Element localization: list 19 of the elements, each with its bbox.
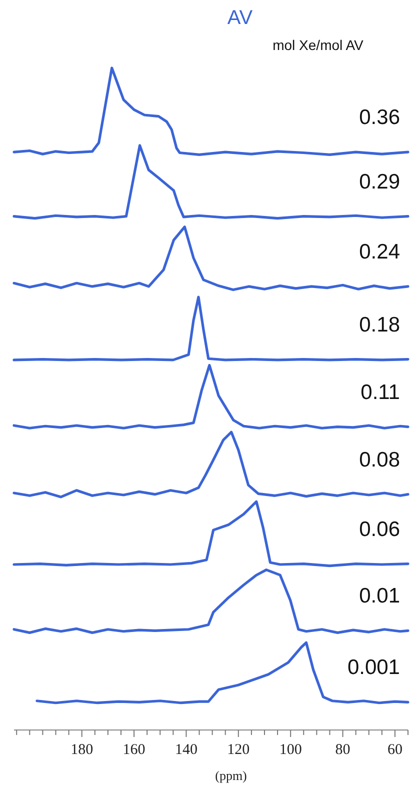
chart-title: AV (227, 7, 254, 29)
series-label: 0.001 (347, 656, 400, 680)
chart-subtitle: mol Xe/mol AV (272, 37, 364, 53)
series-label: 0.29 (359, 170, 400, 194)
series-label: 0.01 (359, 584, 400, 608)
x-tick-label: 140 (174, 742, 198, 758)
x-tick-label: 100 (279, 742, 302, 758)
series-label: 0.36 (359, 106, 400, 130)
series-label: 0.06 (359, 518, 400, 541)
series-label: 0.18 (359, 313, 400, 336)
x-axis-title: (ppm) (215, 768, 247, 783)
x-tick-label: 60 (387, 742, 402, 758)
series-label: 0.11 (360, 380, 400, 404)
x-tick-label: 120 (227, 742, 250, 758)
series-label: 0.08 (359, 448, 400, 472)
series-label: 0.24 (359, 240, 400, 264)
x-tick-label: 180 (70, 742, 94, 758)
x-tick-label: 160 (122, 742, 146, 758)
x-tick-label: 80 (335, 742, 350, 758)
